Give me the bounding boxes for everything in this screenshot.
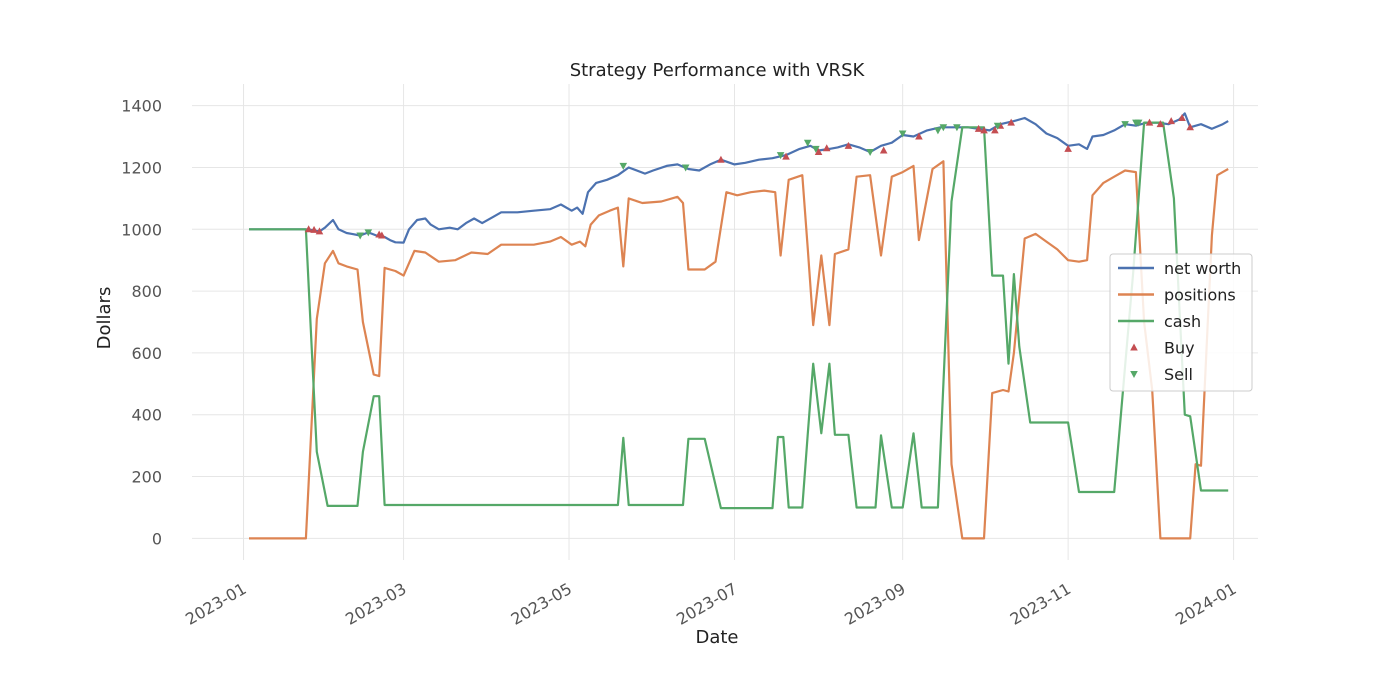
y-tick-label: 1200 xyxy=(121,158,162,177)
series-line-cash xyxy=(249,121,1229,510)
buy-marker xyxy=(304,225,313,233)
trade-markers xyxy=(304,114,1194,240)
legend-label-buy: Buy xyxy=(1164,339,1195,358)
buy-marker xyxy=(974,124,983,132)
buy-marker xyxy=(822,144,831,152)
sell-marker xyxy=(776,152,785,160)
legend-swatch-sell xyxy=(1130,371,1138,378)
y-tick-label: 1000 xyxy=(121,220,162,239)
buy-marker xyxy=(1145,118,1154,126)
legend-label-net-worth: net worth xyxy=(1164,259,1241,278)
buy-marker xyxy=(844,141,853,149)
buy-marker xyxy=(310,225,318,233)
buy-marker xyxy=(1064,144,1072,152)
sell-marker xyxy=(619,162,628,170)
buy-marker xyxy=(378,231,386,239)
legend-swatch-buy xyxy=(1130,343,1138,351)
series-line-positions xyxy=(249,160,1229,540)
y-tick-label: 600 xyxy=(131,344,162,363)
y-tick-label: 200 xyxy=(131,468,162,487)
sell-marker xyxy=(1121,121,1129,129)
buy-marker xyxy=(1186,123,1194,131)
buy-marker xyxy=(915,132,923,140)
buy-marker xyxy=(1178,114,1186,121)
buy-marker xyxy=(782,152,790,160)
sell-marker xyxy=(356,232,364,240)
buy-marker xyxy=(879,146,888,154)
y-tick-label: 1400 xyxy=(121,97,162,116)
buy-marker xyxy=(814,148,823,155)
sell-marker xyxy=(364,229,373,237)
y-tick-label: 800 xyxy=(131,282,162,301)
sell-marker xyxy=(898,130,907,138)
buy-marker xyxy=(980,126,988,134)
buy-marker xyxy=(991,126,999,134)
sell-marker xyxy=(939,124,948,132)
sell-marker xyxy=(993,122,1002,130)
x-axis-label: Date xyxy=(695,627,738,648)
chart-title: Strategy Performance with VRSK xyxy=(570,60,866,81)
buy-marker xyxy=(1007,118,1015,126)
sell-marker xyxy=(934,127,942,135)
y-tick-label: 0 xyxy=(152,529,162,548)
sell-marker xyxy=(803,139,812,147)
buy-marker xyxy=(315,227,324,235)
legend-label-cash: cash xyxy=(1164,312,1201,331)
legend-label-positions: positions xyxy=(1164,286,1236,305)
sell-marker xyxy=(1134,119,1143,127)
buy-marker xyxy=(717,155,725,163)
y-tick-label: 400 xyxy=(131,406,162,425)
sell-marker xyxy=(866,149,874,156)
legend-box xyxy=(1109,253,1253,392)
sell-marker xyxy=(953,124,961,132)
legend-label-sell: Sell xyxy=(1164,365,1193,384)
sell-marker xyxy=(812,145,820,153)
legend: net worth positions cash Buy Sell xyxy=(1109,253,1253,392)
y-axis-label: Dollars xyxy=(94,287,115,350)
buy-marker xyxy=(1167,117,1176,125)
buy-marker xyxy=(1156,120,1165,128)
sell-marker xyxy=(681,164,690,172)
